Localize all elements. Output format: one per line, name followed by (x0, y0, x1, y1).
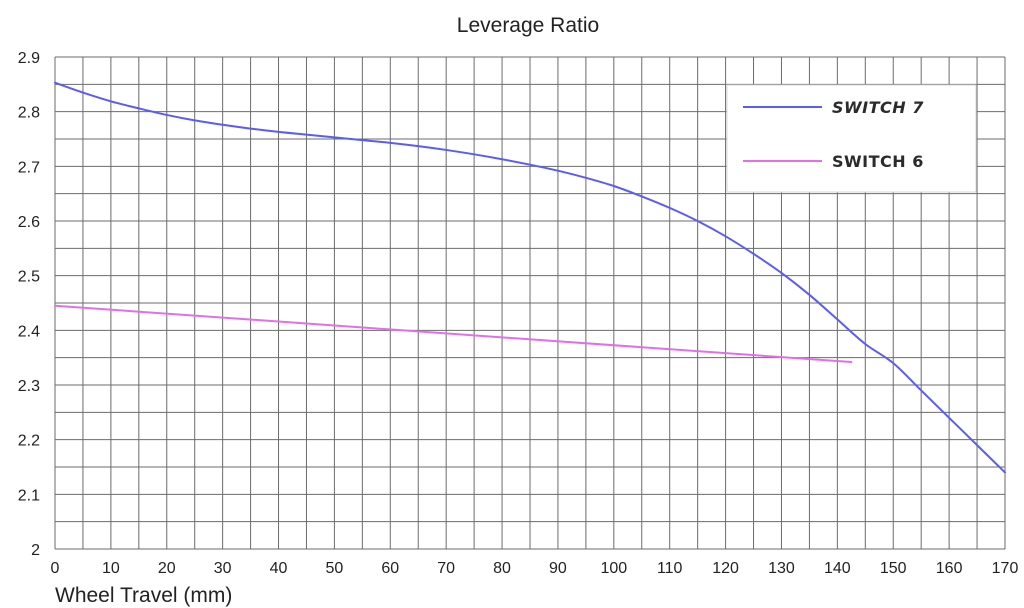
x-tick-label: 150 (880, 560, 907, 577)
y-tick-label: 2 (31, 542, 40, 559)
x-tick-label: 100 (600, 560, 627, 577)
y-tick-label: 2.1 (18, 487, 40, 504)
y-tick-label: 2.2 (18, 433, 40, 450)
x-tick-label: 0 (51, 560, 60, 577)
legend-entry-switch-7: SWITCH 7 (832, 98, 924, 117)
y-tick-label: 2.6 (18, 214, 40, 231)
x-tick-label: 160 (936, 560, 963, 577)
x-tick-label: 60 (381, 560, 399, 577)
x-tick-label: 20 (158, 560, 176, 577)
legend: SWITCH 7 SWITCH 6 (726, 84, 977, 193)
y-tick-label: 2.9 (18, 50, 40, 67)
x-tick-label: 90 (549, 560, 567, 577)
x-tick-label: 50 (326, 560, 344, 577)
x-tick-label: 170 (992, 560, 1019, 577)
switch-6-line (54, 304, 853, 364)
y-tick-label: 2.4 (18, 323, 40, 340)
legend-box (726, 84, 977, 193)
axes: 2 2.1 2.2 2.3 2.4 2.5 2.6 2.7 2.8 2.9 0 10 20 30 40 50 6… (18, 50, 1019, 577)
y-tick-label: 2.8 (18, 105, 40, 122)
x-tick-label: 80 (493, 560, 511, 577)
x-tick-label: 140 (824, 560, 851, 577)
switch-7-line (54, 81, 1006, 474)
y-tick-label: 2.5 (18, 269, 40, 286)
y-tick-label: 2.7 (18, 159, 40, 176)
chart-title: Leverage Ratio (457, 14, 599, 37)
series-layer (54, 81, 1006, 474)
x-tick-label: 130 (768, 560, 795, 577)
x-axis-label: Wheel Travel (mm) (55, 584, 232, 607)
x-tick-label: 120 (712, 560, 739, 577)
x-tick-label: 110 (657, 560, 683, 577)
y-tick-label: 2.3 (18, 378, 40, 395)
x-tick-label: 40 (270, 560, 288, 577)
x-tick-label: 70 (437, 560, 455, 577)
x-tick-label: 30 (214, 560, 232, 577)
x-tick-label: 10 (102, 560, 120, 577)
grid (54, 56, 1006, 550)
legend-entry-switch-6: SWITCH 6 (832, 152, 924, 171)
